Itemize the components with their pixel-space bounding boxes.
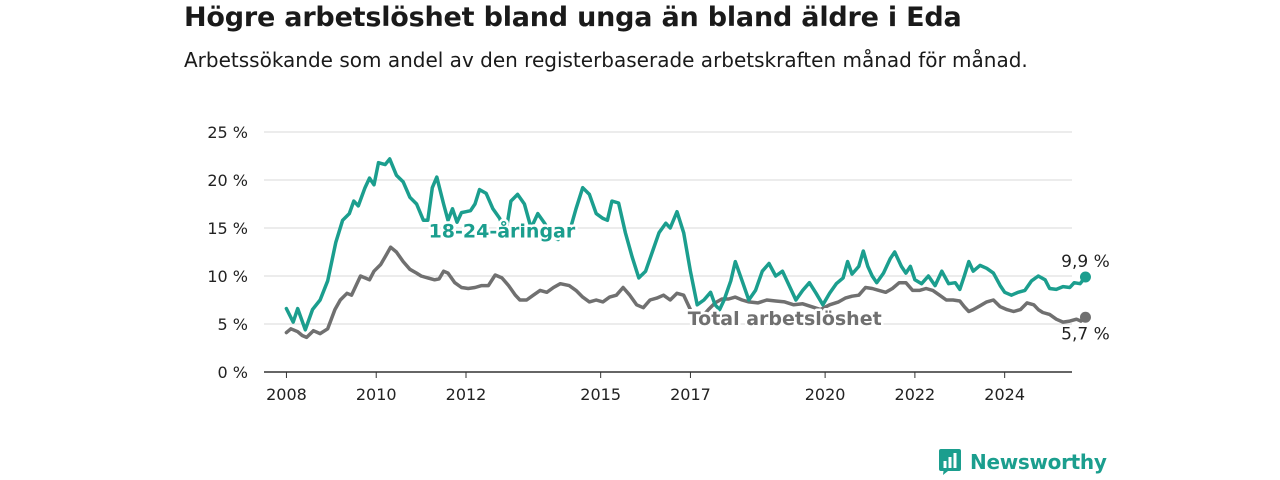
x-tick-label: 2012 [446,385,487,404]
y-tick-label: 15 % [207,219,248,238]
y-tick-label: 0 % [218,363,248,382]
x-tick-label: 2017 [670,385,711,404]
y-tick-label: 20 % [207,171,248,190]
total-series-line [284,245,1088,340]
y-tick-label: 5 % [218,315,248,334]
x-tick-label: 2020 [805,385,846,404]
series-labels: 18-24-åringar Total arbetslöshet 9,9 % 5,7 … [426,216,1112,346]
y-tick-label: 25 % [207,123,248,142]
chart-title: Högre arbetslöshet bland unga än bland ä… [184,2,962,33]
x-tick-label: 2015 [580,385,621,404]
total-end-marker [1079,311,1091,323]
x-tick-label: 2008 [266,385,307,404]
total-series-label: Total arbetslöshet [688,308,882,330]
x-axis: 2008 2010 2012 2015 2017 2020 2022 2024 [264,371,1072,404]
x-tick-label: 2022 [895,385,936,404]
youth-series-label: 18-24-åringar [429,219,576,243]
brand-name: Newsworthy [970,450,1107,474]
chart-bubble-icon [939,449,961,475]
y-axis-tick-labels: 0 % 5 % 10 % 15 % 20 % 25 % [207,123,248,382]
series-lines [284,157,1091,340]
youth-series-line [284,157,1088,332]
youth-end-marker [1079,271,1091,283]
x-tick-label: 2024 [984,385,1025,404]
y-tick-label: 10 % [207,267,248,286]
chart-subtitle: Arbetssökande som andel av den registerb… [184,48,1028,72]
total-end-value-label: 5,7 % [1061,324,1110,344]
x-tick-label: 2010 [356,385,397,404]
brand-logo: Newsworthy [938,448,1107,476]
line-chart: 0 %5 %10 %15 %20 %25 % 2008 2010 2012 2015 2… [207,123,1112,404]
youth-end-value-label: 9,9 % [1061,252,1110,272]
